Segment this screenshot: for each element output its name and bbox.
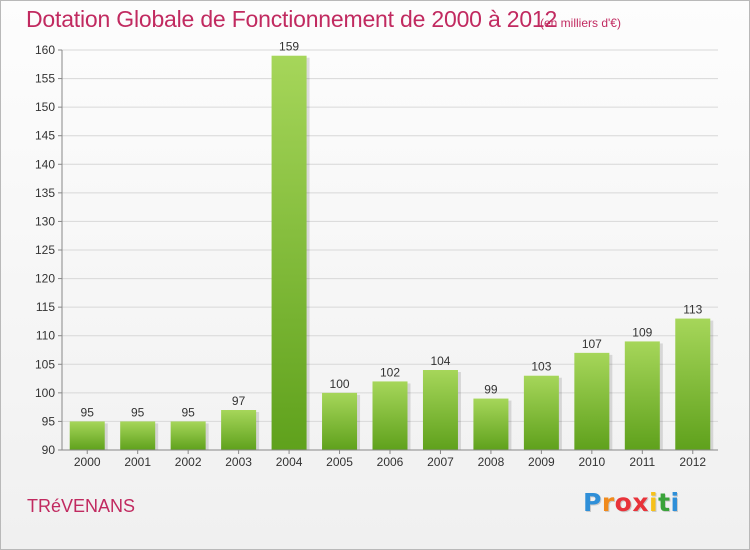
y-tick-label: 100 — [35, 386, 55, 400]
commune-name: TRéVENANS — [27, 496, 136, 516]
y-tick-label: 125 — [35, 243, 55, 257]
y-tick-label: 120 — [35, 272, 55, 286]
data-label: 103 — [531, 360, 551, 374]
data-label: 159 — [279, 40, 299, 54]
y-tick-label: 140 — [35, 157, 55, 171]
bar — [422, 370, 458, 450]
bar — [69, 421, 105, 450]
x-tick-label: 2007 — [427, 455, 454, 469]
data-label: 95 — [131, 405, 145, 419]
bar — [523, 375, 559, 450]
x-tick-label: 2008 — [478, 455, 505, 469]
bar — [574, 352, 610, 450]
bar — [322, 392, 358, 450]
bar — [271, 55, 307, 450]
x-tick-label: 2006 — [377, 455, 404, 469]
y-tick-label: 95 — [42, 414, 56, 428]
logo-letter: o — [614, 488, 633, 517]
bar — [170, 421, 206, 450]
data-label: 100 — [330, 377, 350, 391]
logo-letter: i — [670, 488, 680, 517]
bar — [372, 381, 408, 450]
data-label: 113 — [683, 303, 702, 317]
data-label: 95 — [181, 405, 195, 419]
y-tick-label: 130 — [35, 214, 55, 228]
chart-title: Dotation Globale de Fonctionnement de 20… — [26, 6, 558, 32]
x-tick-label: 2011 — [629, 455, 655, 469]
y-tick-label: 105 — [35, 357, 55, 371]
x-tick-label: 2012 — [679, 455, 706, 469]
y-tick-label: 115 — [36, 300, 55, 314]
x-tick-label: 2003 — [225, 455, 252, 469]
data-label: 109 — [632, 325, 652, 339]
data-label: 104 — [430, 354, 450, 368]
labels: 90 95 100 105 110 115 120 125 130 135 140 145 150 155… — [35, 40, 706, 469]
chart-subtitle: (en milliers d'€) — [540, 16, 621, 30]
logo-letter: i — [649, 488, 659, 517]
logo-letter: P — [583, 488, 602, 517]
data-label: 102 — [380, 365, 400, 379]
logo-letter: x — [632, 488, 649, 517]
logo-letter: t — [658, 488, 671, 517]
x-tick-label: 2004 — [276, 455, 303, 469]
y-tick-label: 150 — [35, 100, 55, 114]
data-label: 97 — [232, 394, 246, 408]
x-tick-label: 2001 — [124, 455, 151, 469]
data-label: 107 — [582, 337, 602, 351]
y-tick-label: 160 — [35, 43, 55, 57]
x-tick-label: 2002 — [175, 455, 202, 469]
bars — [69, 55, 714, 450]
y-tick-label: 135 — [35, 186, 55, 200]
x-tick-label: 2005 — [326, 455, 353, 469]
bar — [473, 398, 509, 450]
bar — [120, 421, 156, 450]
y-tick-label: 110 — [36, 329, 55, 343]
data-label: 99 — [484, 383, 498, 397]
bar — [221, 410, 257, 450]
grid-lines — [62, 49, 718, 422]
x-tick-label: 2009 — [528, 455, 555, 469]
bar — [624, 341, 660, 450]
bar — [675, 318, 711, 450]
logo-letter: r — [601, 488, 615, 517]
axes — [58, 49, 718, 454]
y-tick-label: 145 — [35, 129, 55, 143]
y-tick-label: 155 — [35, 72, 55, 86]
y-tick-label: 90 — [42, 443, 56, 457]
x-tick-label: 2000 — [74, 455, 101, 469]
x-tick-label: 2010 — [578, 455, 605, 469]
proxiti-logo: Proxiti — [583, 488, 680, 517]
data-label: 95 — [81, 405, 95, 419]
